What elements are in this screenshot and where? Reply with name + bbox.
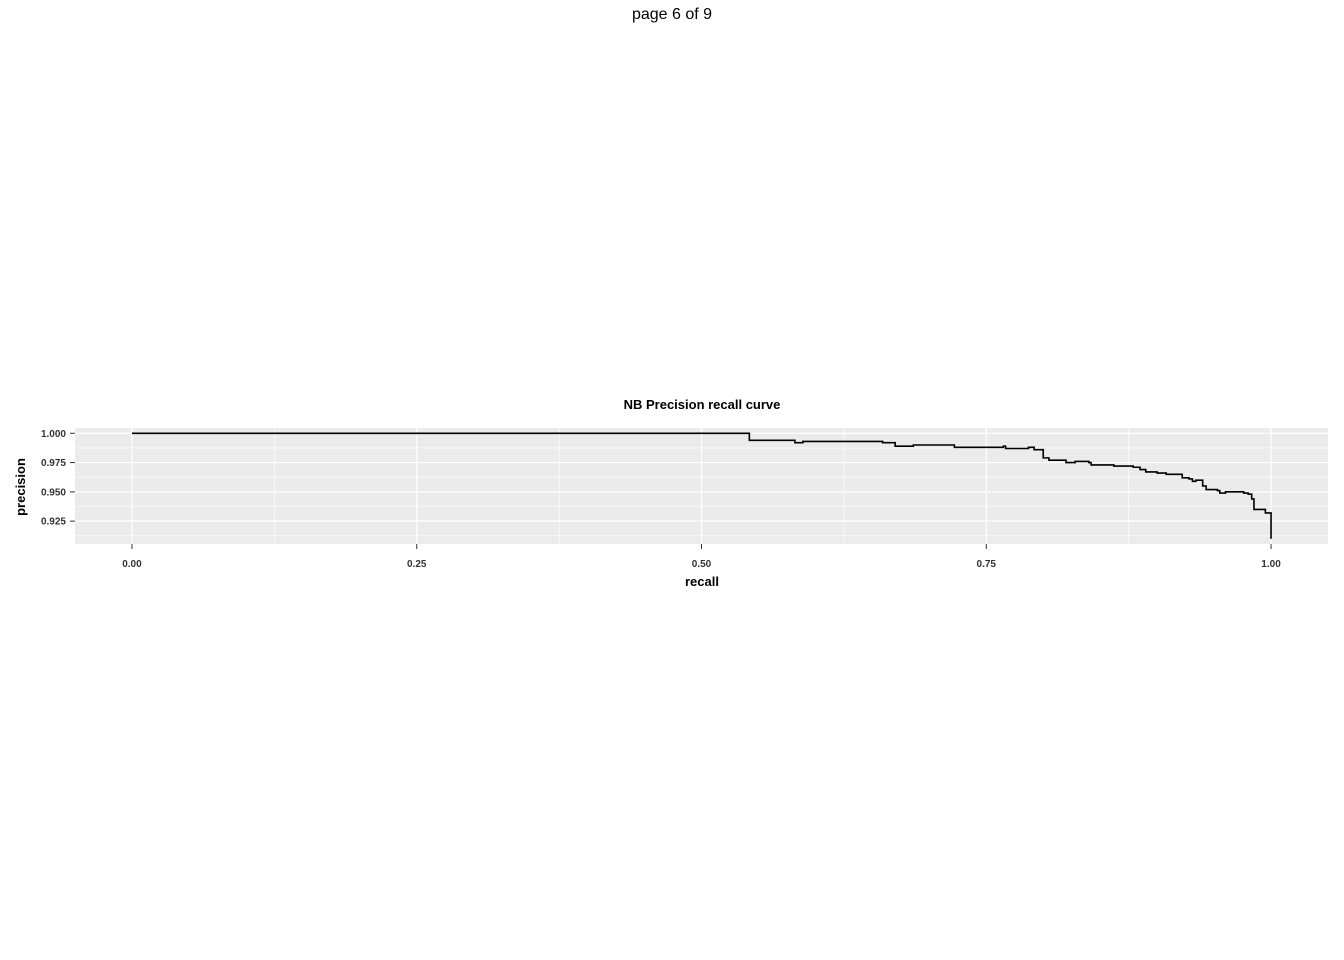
x-tick-label: 0.75	[977, 559, 997, 570]
y-axis: 0.925 0.950 0.975 1.000	[41, 429, 75, 528]
precision-recall-line	[131, 432, 1272, 539]
x-axis-title: recall	[685, 574, 719, 589]
chart-title: NB Precision recall curve	[624, 397, 781, 412]
y-axis-title: precision	[13, 458, 28, 516]
x-tick-label: 0.25	[407, 559, 427, 570]
x-tick-label: 0.50	[692, 559, 712, 570]
y-tick-label: 1.000	[41, 429, 66, 440]
page-label: page 6 of 9	[631, 6, 713, 23]
x-axis: 0.00 0.25 0.50 0.75 1.00	[122, 544, 1281, 570]
x-tick-label: 0.00	[122, 559, 142, 570]
y-tick-label: 0.950	[41, 487, 66, 498]
x-tick-label: 1.00	[1261, 559, 1281, 570]
y-tick-label: 0.925	[41, 517, 66, 528]
y-tick-label: 0.975	[41, 458, 66, 469]
